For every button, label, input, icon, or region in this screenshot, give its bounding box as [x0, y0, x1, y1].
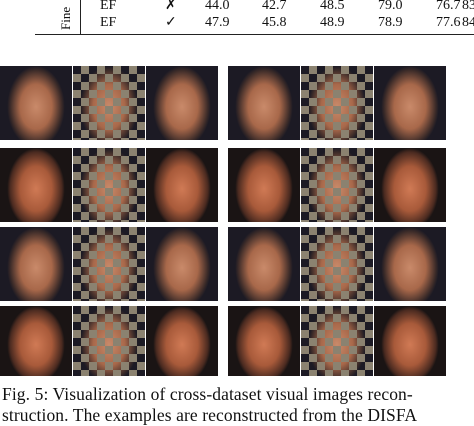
table-cell: ✗ — [165, 0, 177, 13]
face-image — [73, 66, 145, 140]
caption-line: Fig. 5: Visualization of cross-dataset v… — [2, 384, 413, 404]
table-cell: 44.0 — [205, 0, 230, 13]
face-image — [301, 148, 373, 222]
table-cell: EF — [100, 15, 117, 30]
face-image — [73, 148, 145, 222]
table-cell: 84. — [462, 15, 474, 30]
face-image — [301, 227, 373, 301]
face-image — [228, 227, 300, 301]
face-image — [0, 306, 72, 376]
face-image — [374, 306, 446, 376]
table-cell: 48.9 — [320, 15, 345, 30]
table-cell: 48.5 — [320, 0, 345, 13]
face-image — [374, 227, 446, 301]
face-image — [228, 66, 300, 140]
table-cell: 78.9 — [378, 15, 403, 30]
face-image — [228, 148, 300, 222]
face-image — [301, 66, 373, 140]
table-cell: 83. — [462, 0, 474, 13]
face-image — [301, 306, 373, 376]
table-cell: 76.7 — [436, 0, 461, 13]
face-image — [146, 66, 218, 140]
table-cell: 47.9 — [205, 15, 230, 30]
face-image — [73, 306, 145, 376]
face-image — [146, 148, 218, 222]
caption-line: struction. The examples are reconstructe… — [2, 405, 418, 425]
face-image — [0, 227, 72, 301]
face-image — [146, 227, 218, 301]
face-image — [374, 66, 446, 140]
face-image — [374, 148, 446, 222]
table-cell: 45.8 — [262, 15, 287, 30]
side-label: Fine — [58, 6, 73, 30]
table-cell: 77.6 — [436, 15, 461, 30]
table-cell: EF — [100, 0, 117, 13]
face-image — [0, 66, 72, 140]
table-cell: 42.7 — [262, 0, 287, 13]
table-cell: 79.0 — [378, 0, 403, 13]
face-image — [228, 306, 300, 376]
face-image — [0, 148, 72, 222]
table-rule — [35, 34, 474, 35]
table-cell: ✓ — [165, 15, 177, 30]
table-rule — [80, 0, 81, 34]
face-image — [73, 227, 145, 301]
face-image — [146, 306, 218, 376]
